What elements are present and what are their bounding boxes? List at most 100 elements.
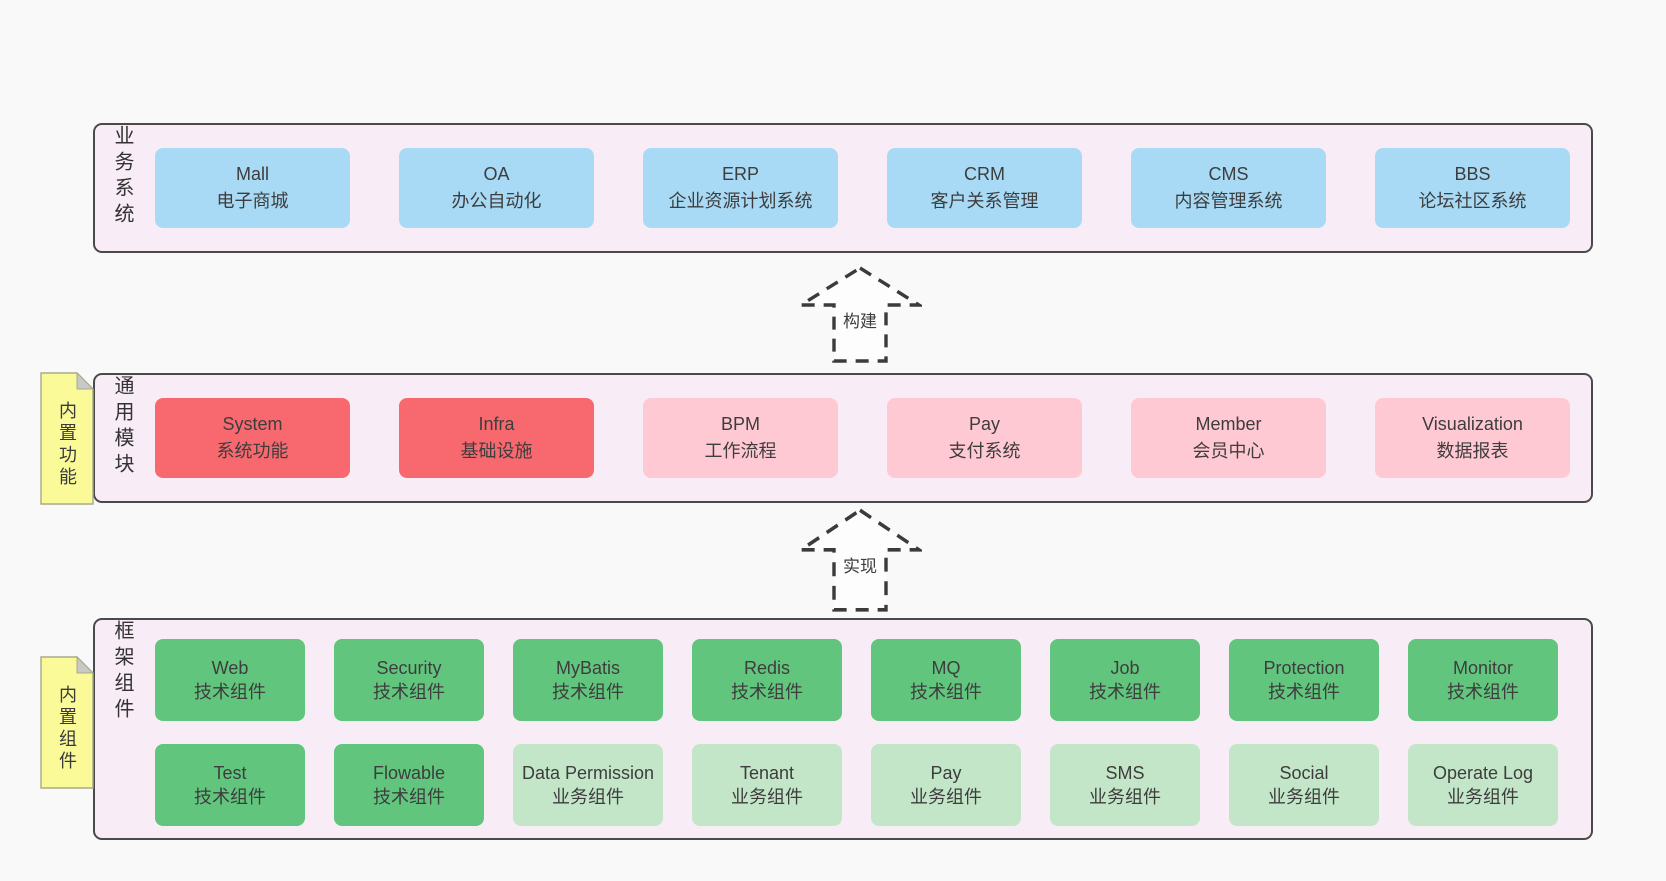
box-subtitle: 办公自动化 [451,191,542,211]
box-cms: CMS 内容管理系统 [1131,148,1326,228]
box-data-permission: Data Permission 业务组件 [513,744,663,826]
layer-label: 通用模块 [111,375,133,479]
box-title: Infra [478,414,515,434]
box-title: Job [1110,657,1140,678]
box-title: Social [1279,762,1329,783]
box-title: Test [213,762,247,783]
arrow-build: 构建 [798,265,922,364]
box-title: Pay [968,414,1001,434]
box-member: Member 会员中心 [1131,398,1326,478]
box-oa: OA 办公自动化 [399,148,594,228]
box-social: Social 业务组件 [1229,744,1379,826]
box-subtitle: 业务组件 [1268,787,1340,807]
box-operate-log: Operate Log 业务组件 [1408,744,1558,826]
box-subtitle: 业务组件 [1089,787,1161,807]
box-title: Flowable [372,762,446,783]
box-crm: CRM 客户关系管理 [887,148,1082,228]
box-subtitle: 业务组件 [552,787,624,807]
box-title: OA [483,164,510,184]
box-redis: Redis 技术组件 [692,639,842,721]
box-title: MQ [931,657,961,678]
box-title: Visualization [1422,414,1523,434]
box-title: System [222,414,283,434]
box-security: Security 技术组件 [334,639,484,721]
arrow-label: 实现 [843,556,877,576]
box-protection: Protection 技术组件 [1229,639,1379,721]
note-text: 内置组件 [57,685,77,774]
box-pay: Pay 业务组件 [871,744,1021,826]
box-system: System 系统功能 [155,398,350,478]
box-flowable: Flowable 技术组件 [334,744,484,826]
box-subtitle: 技术组件 [1447,682,1519,702]
box-monitor: Monitor 技术组件 [1408,639,1558,721]
box-title: Web [211,657,249,678]
note-built-in-features: 内置功能 [40,372,94,505]
dashed-up-arrow-icon [798,508,922,612]
box-bbs: BBS 论坛社区系统 [1375,148,1570,228]
box-title: Redis [743,657,791,678]
box-pay: Pay 支付系统 [887,398,1082,478]
box-title: SMS [1105,762,1145,783]
layer-common-modules: 内置功能 通用模块 System 系统功能 Infra 基础设施 BPM 工作流程 Pay 支… [40,372,1593,505]
box-bpm: BPM 工作流程 [643,398,838,478]
box-erp: ERP 企业资源计划系统 [643,148,838,228]
box-title: BBS [1454,164,1491,184]
box-mall: Mall 电子商城 [155,148,350,228]
sticky-note-icon [40,656,94,789]
box-web: Web 技术组件 [155,639,305,721]
box-row: Test 技术组件 Flowable 技术组件 Data Permission 业务组件 T… [155,744,1591,826]
box-title: Tenant [739,762,795,783]
dashed-up-arrow-icon [798,265,922,363]
box-subtitle: 技术组件 [910,682,982,702]
box-mybatis: MyBatis 技术组件 [513,639,663,721]
note-text: 内置功能 [57,401,77,490]
box-title: Pay [930,762,962,783]
box-area: Web 技术组件 Security 技术组件 MyBatis 技术组件 Redis 技术组件 M… [95,620,1591,838]
box-row: System 系统功能 Infra 基础设施 BPM 工作流程 Pay 支付系统 Member 会… [155,398,1570,478]
box-subtitle: 技术组件 [1268,682,1340,702]
box-subtitle: 电子商城 [216,191,289,211]
box-subtitle: 业务组件 [910,787,982,807]
box-subtitle: 支付系统 [948,441,1021,461]
box-title: CRM [964,164,1005,184]
arrow-implement: 实现 [798,507,922,613]
box-title: Protection [1263,657,1345,678]
box-subtitle: 技术组件 [373,682,445,702]
box-title: Member [1195,414,1262,434]
box-sms: SMS 业务组件 [1050,744,1200,826]
box-test: Test 技术组件 [155,744,305,826]
box-mq: MQ 技术组件 [871,639,1021,721]
box-subtitle: 技术组件 [552,682,624,702]
box-title: MyBatis [555,657,620,678]
sticky-note-icon [40,372,94,505]
box-title: BPM [720,414,760,434]
box-visualization: Visualization 数据报表 [1375,398,1570,478]
layer-framework-components: 内置组件 框架组件 Web 技术组件 Security 技术组件 MyBatis 技术组件… [40,618,1593,840]
box-tenant: Tenant 业务组件 [692,744,842,826]
box-row: Web 技术组件 Security 技术组件 MyBatis 技术组件 Redis 技术组件 M… [155,639,1591,721]
box-row: Mall 电子商城 OA 办公自动化 ERP 企业资源计划系统 CRM 客户关系管理 CMS 内容… [155,148,1570,228]
box-subtitle: 业务组件 [731,787,803,807]
layer-business-systems: 业务系统 Mall 电子商城 OA 办公自动化 ERP 企业资源计划系统 CRM 客户关系管理… [93,123,1593,253]
layer-label: 业务系统 [111,125,133,229]
box-subtitle: 技术组件 [1089,682,1161,702]
box-title: Mall [235,164,269,184]
box-subtitle: 论坛社区系统 [1418,191,1527,211]
box-title: Monitor [1452,657,1514,678]
box-subtitle: 客户关系管理 [930,191,1039,211]
box-area: Mall 电子商城 OA 办公自动化 ERP 企业资源计划系统 CRM 客户关系管理 CMS 内容… [95,125,1591,251]
box-title: Data Permission [521,762,655,783]
arrow-label: 构建 [843,311,877,331]
box-job: Job 技术组件 [1050,639,1200,721]
box-subtitle: 基础设施 [460,441,533,461]
box-subtitle: 技术组件 [731,682,803,702]
box-infra: Infra 基础设施 [399,398,594,478]
box-title: Operate Log [1432,762,1534,783]
box-subtitle: 企业资源计划系统 [668,191,813,211]
box-subtitle: 内容管理系统 [1174,191,1283,211]
note-built-in-components: 内置组件 [40,656,94,789]
box-title: CMS [1208,164,1249,184]
box-subtitle: 数据报表 [1436,441,1509,461]
layer-label: 框架组件 [111,620,133,724]
box-subtitle: 技术组件 [194,682,266,702]
